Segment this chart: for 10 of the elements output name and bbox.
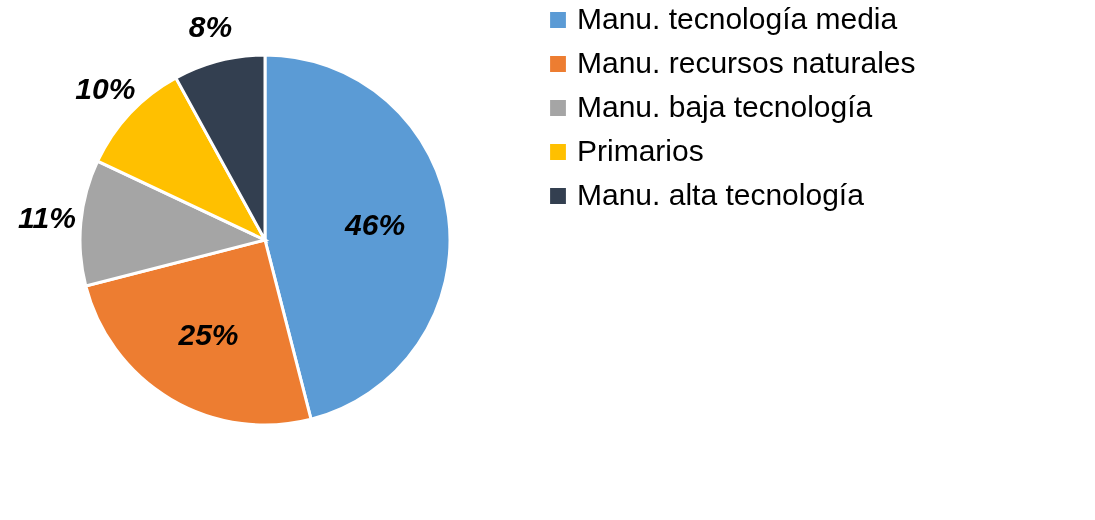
data-label: 10% xyxy=(75,72,136,106)
data-label: 46% xyxy=(344,208,406,242)
legend-label: Manu. alta tecnología xyxy=(577,178,865,211)
data-label: 11% xyxy=(18,201,76,235)
legend-label: Manu. recursos naturales xyxy=(577,46,916,79)
legend-label: Manu. tecnología media xyxy=(577,2,898,35)
legend-label: Primarios xyxy=(577,134,704,167)
data-label: 8% xyxy=(188,9,233,43)
data-label: 25% xyxy=(177,317,239,351)
legend-label: Manu. baja tecnología xyxy=(577,90,873,123)
